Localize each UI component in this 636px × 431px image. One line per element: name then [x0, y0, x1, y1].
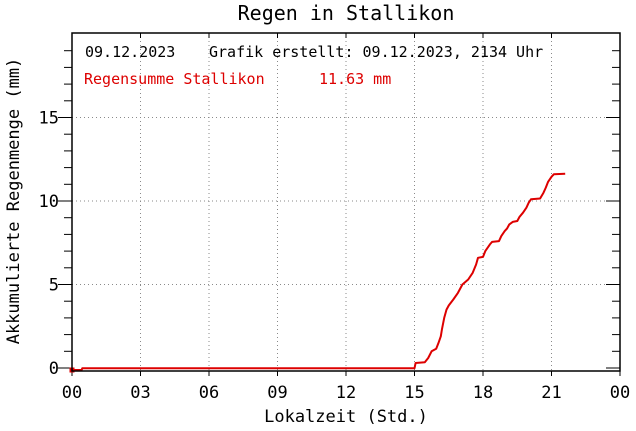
- x-tick-label: 18: [473, 383, 493, 403]
- x-tick-label: 03: [130, 383, 150, 403]
- y-tick-label: 15: [39, 109, 59, 129]
- y-tick-label: 0: [49, 359, 59, 379]
- annotation-row-1: 09.12.2023 Grafik erstellt: 09.12.2023, 2…: [85, 43, 543, 61]
- annotation-date: 09.12.2023: [85, 43, 176, 61]
- x-tick-label: 15: [404, 383, 424, 403]
- x-axis-title: Lokalzeit (Std.): [264, 407, 428, 427]
- chart-title: Regen in Stallikon: [237, 1, 455, 25]
- annotation-sum-value: 11.63 mm: [319, 70, 392, 88]
- x-tick-label: 12: [336, 383, 356, 403]
- annotation-row-2: Regensumme Stallikon 11.63 mm: [84, 70, 391, 88]
- rain-accumulation-line: [72, 172, 566, 371]
- annotation-created: Grafik erstellt: 09.12.2023, 2134 Uhr: [209, 43, 544, 61]
- plot-frame: [71, 32, 621, 372]
- y-tick-label: 5: [49, 276, 59, 296]
- x-tick-label: 00: [610, 383, 630, 403]
- x-tick-label: 09: [267, 383, 287, 403]
- annotation-sum-label: Regensumme Stallikon: [84, 70, 265, 88]
- x-tick-label: 00: [62, 383, 82, 403]
- y-tick-label: 10: [39, 192, 59, 212]
- x-tick-label: 06: [199, 383, 219, 403]
- y-axis-title: Akkumulierte Regenmenge (mm): [4, 57, 24, 345]
- x-tick-label: 21: [541, 383, 561, 403]
